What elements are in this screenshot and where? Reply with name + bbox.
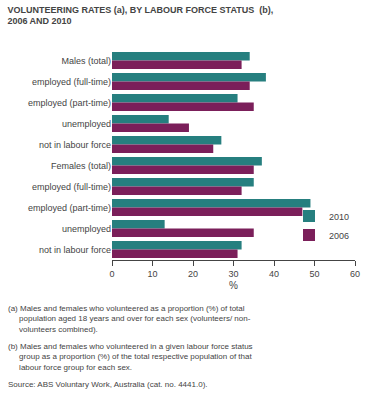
svg-text:2006: 2006 (329, 231, 349, 241)
svg-text:50: 50 (309, 269, 319, 279)
svg-text:40: 40 (269, 269, 279, 279)
svg-text:(b) Males and females who volu: (b) Males and females who volunteered in… (8, 342, 253, 372)
svg-text:unemployed: unemployed (52, 119, 111, 129)
svg-text:employed (full-time): employed (full-time) (32, 77, 111, 87)
svg-text:employed (part-time): employed (part-time) (28, 98, 111, 108)
svg-text:Females (total): Females (total) (51, 161, 111, 171)
svg-text:%: % (229, 280, 238, 291)
svg-text:employed (full-time): employed (full-time) (32, 182, 111, 192)
svg-text:employed (part-time): employed (part-time) (28, 203, 111, 213)
svg-text:60: 60 (350, 269, 360, 279)
svg-text:not in labour force: not in labour force (39, 140, 111, 150)
svg-text:10: 10 (147, 269, 157, 279)
svg-text:unemployed: unemployed (52, 224, 111, 234)
svg-text:(a) Males and females who volu: (a) Males and females who volunteered as… (8, 304, 251, 334)
svg-text:20: 20 (188, 269, 198, 279)
svg-text:2010: 2010 (329, 212, 349, 222)
svg-text:VOLUNTEERING RATES (a), BY LAB: VOLUNTEERING RATES (a), BY LABOUR FORCE … (7, 5, 273, 27)
svg-text:not in labour force: not in labour force (39, 245, 111, 255)
svg-text:30: 30 (228, 269, 238, 279)
svg-text:Source: ABS Voluntary Work, Au: Source: ABS Voluntary Work, Australia (c… (8, 380, 208, 389)
svg-text:Males (total): Males (total) (61, 56, 111, 66)
svg-text:0: 0 (109, 269, 114, 279)
